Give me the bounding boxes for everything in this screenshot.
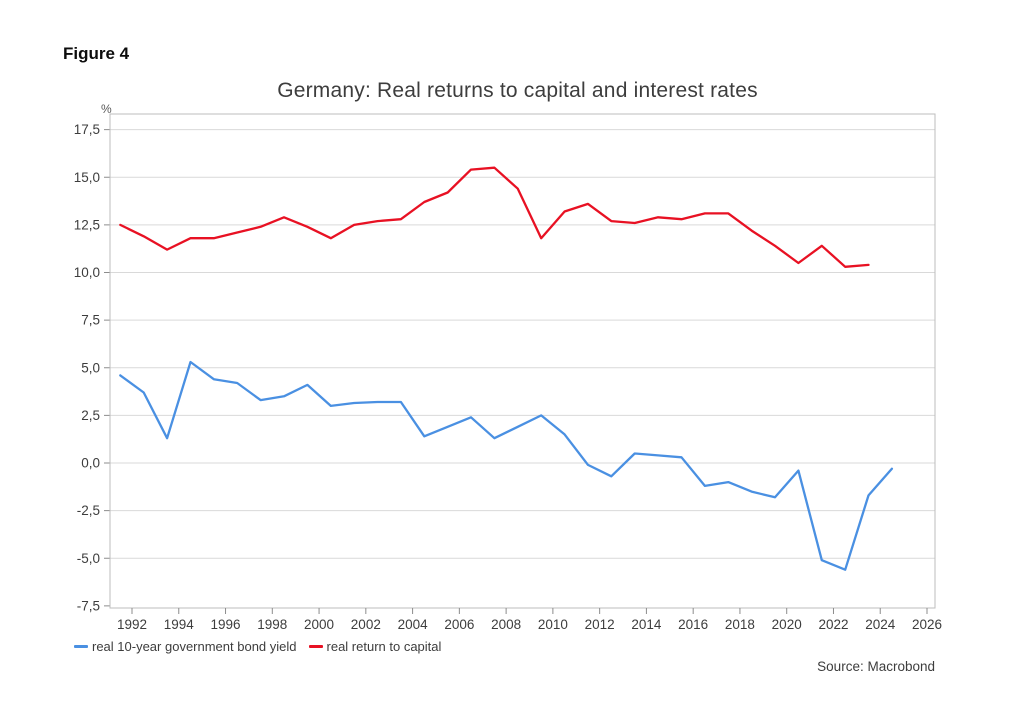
x-tick-label: 2006: [444, 617, 474, 632]
x-tick-label: 1992: [117, 617, 147, 632]
figure-label: Figure 4: [63, 44, 130, 63]
x-tick-label: 2000: [304, 617, 334, 632]
chart-title: Germany: Real returns to capital and int…: [277, 79, 758, 102]
x-tick-label: 2002: [351, 617, 381, 632]
y-tick-label: 17,5: [74, 122, 100, 137]
x-tick-label: 2024: [865, 617, 896, 632]
y-tick-label: 10,0: [74, 265, 100, 280]
x-tick-label: 1998: [257, 617, 287, 632]
legend-item-bond-yield: real 10-year government bond yield: [74, 639, 297, 654]
x-tick-label: 2010: [538, 617, 568, 632]
plot-frame: [109, 113, 936, 609]
y-tick-label: -7,5: [77, 598, 100, 613]
x-tick-label: 2004: [398, 617, 429, 632]
y-tick-label: 7,5: [81, 313, 100, 328]
y-tick-label: 0,0: [81, 456, 100, 471]
y-tick-label: 2,5: [81, 408, 100, 423]
source-note: Source: Macrobond: [817, 659, 935, 674]
x-tick-label: 1994: [164, 617, 195, 632]
y-tick-label: 5,0: [81, 360, 100, 375]
x-tick-label: 2016: [678, 617, 708, 632]
x-tick-label: 2008: [491, 617, 521, 632]
x-tick-label: 2018: [725, 617, 755, 632]
x-tick-label: 2014: [631, 617, 662, 632]
y-axis-unit-label: %: [101, 102, 112, 116]
y-tick-label: -2,5: [77, 503, 100, 518]
return-to-capital-line-swatch-icon: [308, 645, 323, 648]
y-tick-label: 12,5: [74, 217, 100, 232]
x-tick-label: 2022: [818, 617, 848, 632]
x-tick-label: 2012: [585, 617, 615, 632]
chart-legend: real 10-year government bond yield real …: [74, 639, 441, 654]
bond-yield-line-swatch-icon: [74, 645, 88, 648]
x-tick-label: 2026: [912, 617, 942, 632]
y-tick-label: 15,0: [74, 170, 100, 185]
legend-item-return-to-capital: real return to capital: [308, 639, 442, 654]
series-line-return-to-capital: [119, 166, 870, 268]
series-line-bond-yield: [119, 360, 894, 571]
x-tick-label: 2020: [772, 617, 802, 632]
legend-label-bond-yield: real 10-year government bond yield: [92, 639, 297, 654]
x-tick-label: 1996: [211, 617, 241, 632]
y-tick-label: -5,0: [77, 551, 100, 566]
legend-label-return-to-capital: real return to capital: [326, 639, 442, 654]
